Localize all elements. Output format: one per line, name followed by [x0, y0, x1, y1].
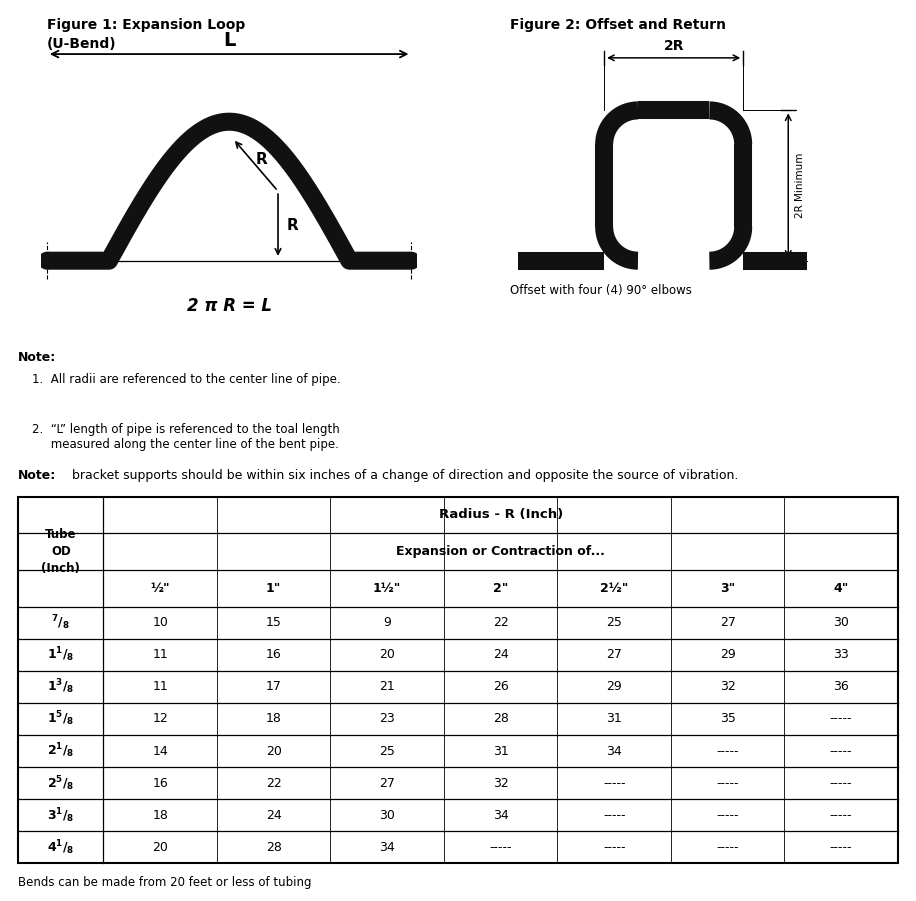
Text: $\mathbf{3^1/_8}$: $\mathbf{3^1/_8}$	[47, 806, 74, 824]
Text: $\mathbf{4^1/_8}$: $\mathbf{4^1/_8}$	[47, 838, 74, 857]
Text: 25: 25	[379, 744, 395, 758]
Text: 27: 27	[720, 616, 736, 629]
Text: 27: 27	[606, 649, 622, 661]
Text: Figure 2: Offset and Return: Figure 2: Offset and Return	[510, 18, 726, 32]
Text: 34: 34	[493, 809, 508, 822]
Text: -----: -----	[603, 777, 626, 789]
Text: 31: 31	[493, 744, 508, 758]
Text: -----: -----	[603, 809, 626, 822]
Text: 4": 4"	[834, 582, 849, 595]
Text: 24: 24	[493, 649, 508, 661]
Text: 23: 23	[379, 713, 395, 725]
Text: R: R	[256, 151, 267, 167]
Text: -----: -----	[830, 809, 853, 822]
Text: -----: -----	[716, 841, 739, 854]
Text: -----: -----	[716, 744, 739, 758]
Text: Figure 1: Expansion Loop
(U-Bend): Figure 1: Expansion Loop (U-Bend)	[47, 18, 245, 50]
Text: $\mathbf{^7/_8}$: $\mathbf{^7/_8}$	[51, 614, 71, 632]
Text: 20: 20	[152, 841, 169, 854]
Text: 20: 20	[266, 744, 281, 758]
Text: Note:: Note:	[18, 350, 57, 364]
Text: Radius - R (Inch): Radius - R (Inch)	[439, 508, 562, 522]
Text: 18: 18	[266, 713, 281, 725]
Text: -----: -----	[830, 744, 853, 758]
Text: 3": 3"	[720, 582, 736, 595]
Text: ½": ½"	[150, 582, 170, 595]
Text: 34: 34	[606, 744, 622, 758]
Text: R: R	[287, 218, 299, 233]
Text: 30: 30	[379, 809, 395, 822]
Text: 2 π R = L: 2 π R = L	[187, 296, 272, 314]
Text: Note:: Note:	[18, 469, 57, 482]
Text: 2R: 2R	[663, 40, 684, 53]
Text: 2": 2"	[493, 582, 508, 595]
Text: 25: 25	[606, 616, 622, 629]
Text: 24: 24	[266, 809, 281, 822]
Text: 22: 22	[493, 616, 508, 629]
Text: 28: 28	[266, 841, 281, 854]
Text: 27: 27	[379, 777, 395, 789]
Text: 32: 32	[493, 777, 508, 789]
Text: 29: 29	[606, 680, 622, 694]
Text: 2½": 2½"	[600, 582, 628, 595]
Text: 29: 29	[720, 649, 736, 661]
Text: bracket supports should be within six inches of a change of direction and opposi: bracket supports should be within six in…	[69, 469, 739, 482]
Text: 2.  “L” length of pipe is referenced to the toal length
     measured along the : 2. “L” length of pipe is referenced to t…	[31, 423, 339, 451]
Text: 1.  All radii are referenced to the center line of pipe.: 1. All radii are referenced to the cente…	[31, 373, 340, 387]
Text: Expansion or Contraction of...: Expansion or Contraction of...	[397, 545, 605, 558]
Text: -----: -----	[603, 841, 626, 854]
Text: 11: 11	[152, 649, 168, 661]
Text: 15: 15	[266, 616, 281, 629]
Text: $\mathbf{2^5/_8}$: $\mathbf{2^5/_8}$	[47, 774, 74, 793]
Text: 16: 16	[266, 649, 281, 661]
Text: -----: -----	[830, 841, 853, 854]
Text: $\mathbf{2^1/_8}$: $\mathbf{2^1/_8}$	[47, 742, 74, 760]
Text: L: L	[223, 32, 235, 50]
Text: $\mathbf{1^1/_8}$: $\mathbf{1^1/_8}$	[47, 645, 74, 664]
Text: -----: -----	[716, 777, 739, 789]
Text: -----: -----	[716, 809, 739, 822]
Text: Bends can be made from 20 feet or less of tubing: Bends can be made from 20 feet or less o…	[18, 876, 311, 888]
Text: Tube
OD
(Inch): Tube OD (Inch)	[41, 528, 81, 575]
Text: 30: 30	[834, 616, 849, 629]
Text: 14: 14	[152, 744, 168, 758]
Text: 10: 10	[152, 616, 169, 629]
Bar	[18, 496, 898, 863]
Text: 1½": 1½"	[373, 582, 401, 595]
Text: 22: 22	[266, 777, 281, 789]
Text: $\mathbf{1^5/_8}$: $\mathbf{1^5/_8}$	[47, 710, 74, 728]
Text: 33: 33	[834, 649, 849, 661]
Text: Offset with four (4) 90° elbows: Offset with four (4) 90° elbows	[510, 284, 692, 297]
Text: 34: 34	[379, 841, 395, 854]
Text: 31: 31	[606, 713, 622, 725]
Text: 36: 36	[834, 680, 849, 694]
Text: 12: 12	[152, 713, 168, 725]
Text: 17: 17	[266, 680, 281, 694]
Text: 11: 11	[152, 680, 168, 694]
Text: -----: -----	[489, 841, 512, 854]
Text: 16: 16	[152, 777, 168, 789]
Text: 20: 20	[379, 649, 395, 661]
Text: 2R Minimum: 2R Minimum	[795, 153, 805, 218]
Text: 1": 1"	[266, 582, 281, 595]
Text: 26: 26	[493, 680, 508, 694]
Text: 9: 9	[383, 616, 391, 629]
Text: 21: 21	[379, 680, 395, 694]
Text: 28: 28	[493, 713, 508, 725]
Text: -----: -----	[830, 713, 853, 725]
Text: 35: 35	[720, 713, 736, 725]
Text: -----: -----	[830, 777, 853, 789]
Text: 18: 18	[152, 809, 169, 822]
Text: $\mathbf{1^3/_8}$: $\mathbf{1^3/_8}$	[47, 678, 74, 696]
Text: 32: 32	[720, 680, 736, 694]
